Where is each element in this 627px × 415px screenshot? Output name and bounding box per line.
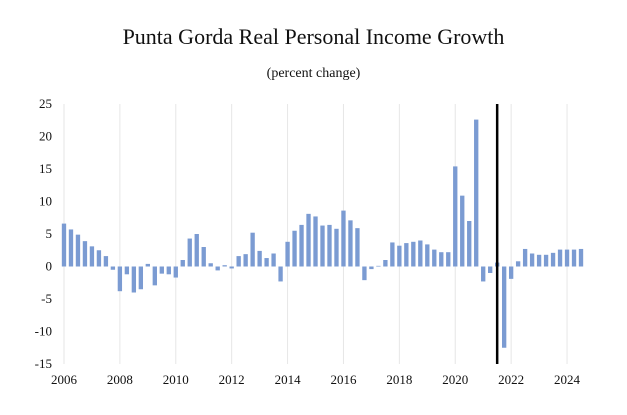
bar <box>271 253 276 267</box>
chart-title: Punta Gorda Real Personal Income Growth <box>122 24 505 49</box>
x-tick-label: 2022 <box>498 372 524 387</box>
chart-subtitle: (percent change) <box>266 66 361 81</box>
bar <box>145 263 150 267</box>
bar <box>250 232 255 267</box>
bar <box>68 229 74 267</box>
bar <box>397 245 402 267</box>
bar <box>208 263 213 267</box>
x-tick-label: 2018 <box>386 372 412 387</box>
bar <box>543 254 549 267</box>
bar <box>432 249 437 267</box>
bar <box>481 266 486 282</box>
bar <box>460 195 465 267</box>
bar <box>131 266 137 293</box>
bar <box>341 210 346 267</box>
y-tick-label: 5 <box>46 226 53 241</box>
bar <box>453 166 458 267</box>
x-tick-label: 2024 <box>554 372 581 387</box>
bar <box>117 266 123 292</box>
bar <box>194 234 199 267</box>
bars <box>61 119 584 348</box>
bar <box>474 119 479 267</box>
bar <box>124 266 130 275</box>
bar <box>550 252 556 267</box>
bar <box>257 250 262 267</box>
x-tick-label: 2006 <box>51 372 78 387</box>
bar <box>278 266 283 282</box>
bar <box>536 254 542 267</box>
bar <box>564 249 570 267</box>
bar <box>264 258 269 267</box>
bar <box>508 266 514 279</box>
y-tick-label: 15 <box>39 161 52 176</box>
bar <box>152 266 157 286</box>
y-tick-label: -5 <box>41 291 52 306</box>
y-tick-label: 10 <box>39 194 52 209</box>
y-tick-label: 20 <box>39 129 52 144</box>
bar <box>222 265 227 267</box>
bar <box>488 266 493 273</box>
bar <box>243 254 248 267</box>
x-tick-label: 2008 <box>107 372 133 387</box>
bar <box>236 256 241 267</box>
bar <box>522 248 528 267</box>
bar <box>166 266 171 275</box>
bar <box>467 221 472 267</box>
bar <box>110 266 116 270</box>
bar <box>578 248 584 267</box>
bar <box>383 260 388 267</box>
bar <box>61 223 67 267</box>
bar <box>404 243 409 267</box>
bar <box>138 266 144 290</box>
x-tick-label: 2020 <box>442 372 468 387</box>
bar <box>187 238 192 267</box>
bar <box>425 244 430 267</box>
y-tick-label: 0 <box>46 259 53 274</box>
x-axis-labels: 2006 2008 2010 2012 2014 2016 2018 2020 2022 2024 <box>51 372 581 387</box>
bar <box>292 230 297 267</box>
bar <box>180 260 185 267</box>
bar <box>306 213 311 267</box>
bar <box>313 216 318 267</box>
bar <box>229 266 234 269</box>
x-tick-label: 2016 <box>330 372 357 387</box>
bar <box>173 266 178 278</box>
x-tick-label: 2014 <box>275 372 302 387</box>
bar <box>355 228 360 267</box>
x-tick-label: 2010 <box>163 372 189 387</box>
bar <box>334 228 339 267</box>
bar <box>299 224 304 267</box>
bar <box>501 266 507 348</box>
bar <box>376 265 381 267</box>
y-tick-label: 25 <box>39 96 52 111</box>
bar <box>557 249 563 267</box>
bar <box>285 241 290 267</box>
bar <box>439 252 444 267</box>
bar <box>411 241 416 267</box>
bar <box>515 261 521 267</box>
bar <box>362 266 367 281</box>
bar <box>348 220 353 267</box>
x-tick-label: 2012 <box>219 372 245 387</box>
bar <box>96 250 102 267</box>
bar <box>103 256 109 267</box>
bar <box>327 224 332 267</box>
bar <box>215 266 220 271</box>
bar <box>446 252 451 267</box>
bar <box>529 253 535 267</box>
bar <box>320 225 325 267</box>
y-tick-label: -10 <box>35 324 52 339</box>
y-axis-labels: 25 20 15 10 5 0 -5 -10 -15 <box>35 96 52 371</box>
y-tick-label: -15 <box>35 356 52 371</box>
bar <box>390 242 395 267</box>
bar <box>571 249 577 267</box>
bar <box>159 266 164 274</box>
bar <box>75 234 81 267</box>
bar <box>82 241 88 267</box>
bar <box>369 266 374 270</box>
bar <box>418 240 423 267</box>
bar <box>89 246 95 267</box>
bar <box>201 247 206 267</box>
